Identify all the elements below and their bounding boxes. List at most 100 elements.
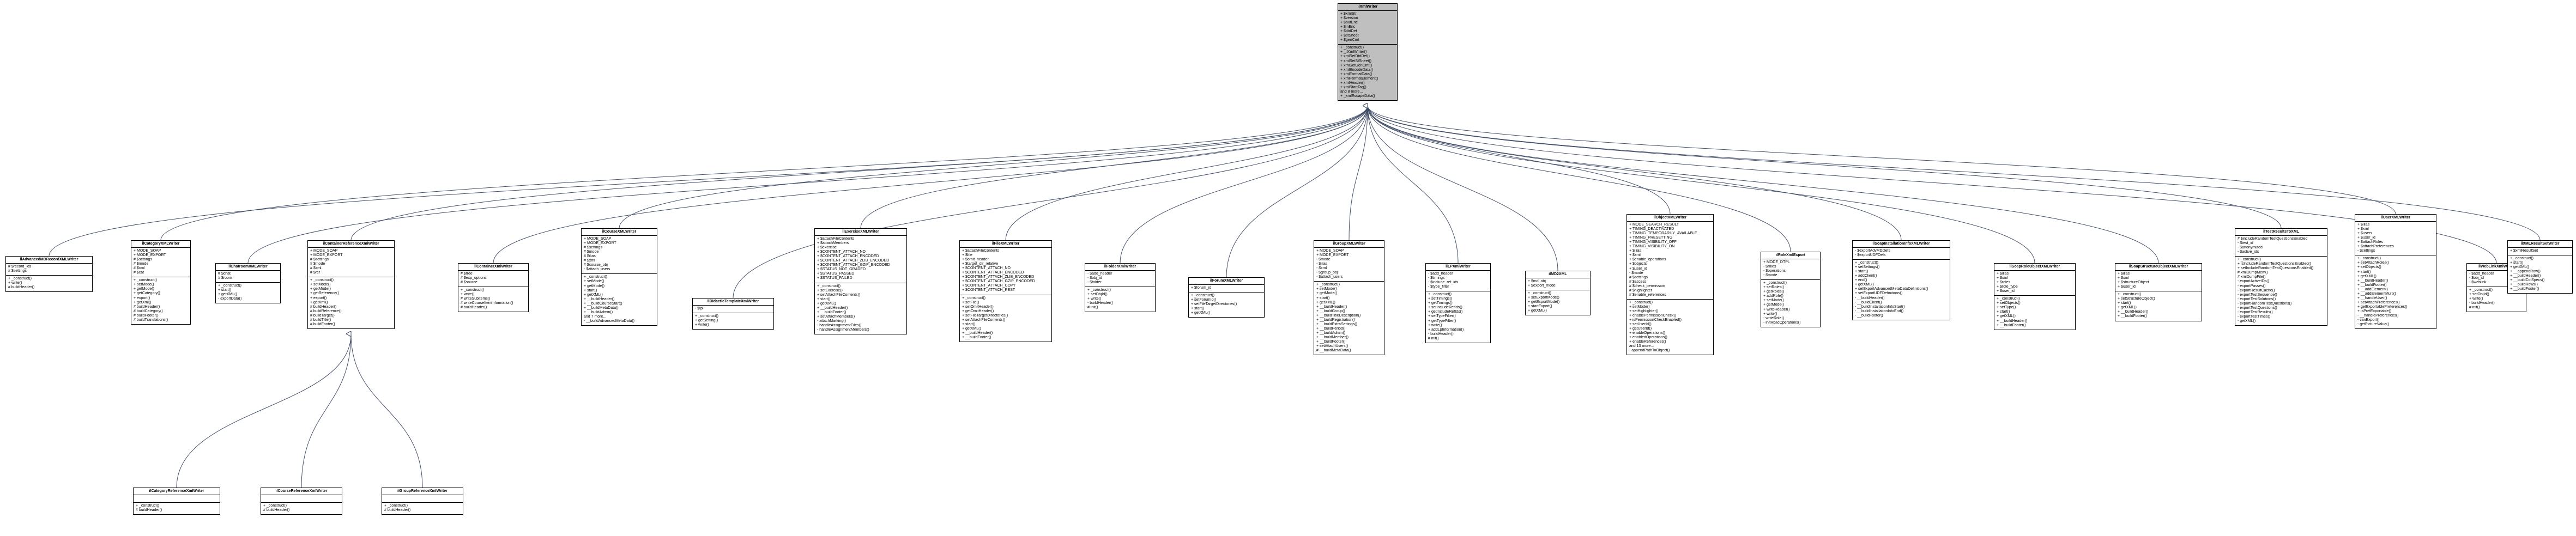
operation-row[interactable]: + setExportAdvancedMetaDataDefinitions() xyxy=(1855,287,1948,291)
class-title[interactable]: ilContainerXmlWriter xyxy=(458,264,528,271)
operation-row[interactable]: + _construct() xyxy=(584,275,655,279)
operation-row[interactable]: + __buildMetaData() xyxy=(584,306,655,310)
operation-row[interactable]: + setMode() xyxy=(1763,299,1818,303)
operation-row[interactable]: + xmlFormatData() xyxy=(1340,72,1395,77)
operation-row[interactable]: + setAttachUsers() xyxy=(1316,344,1382,349)
operation-row[interactable]: + start() xyxy=(2357,270,2434,275)
operation-row[interactable]: + getXML() xyxy=(1997,314,2073,319)
operation-row[interactable]: - exportTestTimes() xyxy=(2238,315,2325,319)
operation-row[interactable]: - handleAssignmentFiles() xyxy=(817,324,904,328)
operation-row[interactable]: + _construct() xyxy=(263,504,340,508)
operation-row[interactable]: + __buildMember() xyxy=(1316,336,1382,340)
class-title[interactable]: ilSoapInstallationInfoXMLWriter xyxy=(1853,241,1950,248)
operation-row[interactable]: + write() xyxy=(1087,297,1153,301)
operation-row[interactable]: + setForumId() xyxy=(1191,298,1262,302)
operation-row[interactable]: # init() xyxy=(2469,306,2524,310)
operation-row[interactable]: + addRole() xyxy=(1763,294,1818,299)
operation-row[interactable]: + _construct() xyxy=(1340,46,1395,50)
operation-row[interactable]: - __buildHeader() xyxy=(1855,296,1948,301)
operation-row[interactable]: + getXML() xyxy=(1855,283,1948,287)
operation-row[interactable]: + write() xyxy=(461,293,526,297)
operation-row[interactable]: and 8 more... xyxy=(1340,90,1395,94)
operation-row[interactable]: + isPrefExportable() xyxy=(2357,309,2434,314)
operation-row[interactable]: + getExportablePreferences() xyxy=(2357,305,2434,309)
operation-row[interactable]: + getMode() xyxy=(310,287,392,291)
class-title[interactable]: ilDidacticTemplateXmlWriter xyxy=(693,299,773,306)
operation-row[interactable]: + _construct() xyxy=(1997,297,2073,301)
operation-row[interactable]: + setObjects() xyxy=(1997,301,2073,306)
operation-row[interactable]: and 7 more... xyxy=(584,315,655,319)
operation-row[interactable]: + __buildHeader() xyxy=(2357,279,2434,283)
operation-row[interactable]: + __buildAdmin() xyxy=(584,310,655,315)
operation-row[interactable]: + setTimings() xyxy=(1428,297,1488,301)
class-title[interactable]: ilGroupXMLWriter xyxy=(1314,241,1384,248)
operation-row[interactable]: + getExportMode() xyxy=(1528,300,1588,304)
operation-row[interactable]: + getOmitHeader() xyxy=(962,309,1049,314)
operation-row[interactable]: + enableOperations() xyxy=(1629,331,1711,336)
operation-row[interactable]: # buildTarget() xyxy=(310,314,392,318)
operation-row[interactable]: # buildFooter() xyxy=(310,322,392,327)
operation-row[interactable]: + startExport() xyxy=(1528,304,1588,309)
class-title[interactable]: ilContainerReferenceXmlWriter xyxy=(308,241,394,248)
operation-row[interactable]: + start() xyxy=(218,288,278,293)
operation-row[interactable]: + setIncludeRandomTestQuestionsEnabled() xyxy=(2238,266,2325,271)
operation-row[interactable]: # buildHeader() xyxy=(134,305,188,309)
operation-row[interactable]: + __addElement() xyxy=(2357,288,2434,292)
operation-row[interactable]: # buildHeader() xyxy=(384,508,461,513)
operation-row[interactable]: + __handleUser() xyxy=(2357,296,2434,301)
operation-row[interactable]: + export() xyxy=(310,296,392,301)
operation-row[interactable]: + enabledOperations() xyxy=(1629,336,1711,340)
operation-row[interactable]: + __appendRow() xyxy=(2510,270,2570,274)
operation-row[interactable]: + _construct() xyxy=(2238,258,2325,262)
operation-row[interactable]: + __buildHeader() xyxy=(817,306,904,310)
operation-row[interactable]: + _construct() xyxy=(2357,257,2434,261)
operation-row[interactable]: # writeSubitems() xyxy=(461,297,526,301)
class-title[interactable]: ilUserXMLWriter xyxy=(2355,215,2436,222)
operation-row[interactable]: # buildHeader() xyxy=(8,285,90,290)
operation-row[interactable]: + setMode() xyxy=(584,279,655,284)
operation-row[interactable]: - canExport() xyxy=(2357,318,2434,322)
operation-row[interactable]: + setObjId() xyxy=(1087,293,1153,297)
operation-row[interactable]: - handleAssignmentMembers() xyxy=(817,328,904,332)
operation-row[interactable]: - exportTestSequence() xyxy=(2238,293,2325,297)
operation-row[interactable]: - buildHeader() xyxy=(1428,332,1488,337)
class-title[interactable]: ilRoleXmlExport xyxy=(1761,252,1820,259)
operation-row[interactable]: + xmlSetGenCmt() xyxy=(1340,64,1395,68)
operation-row[interactable]: + setMode() xyxy=(310,283,392,287)
operation-row[interactable]: - exportTestSolutions() xyxy=(2238,297,2325,302)
operation-row[interactable]: # buildHeader() xyxy=(263,508,340,513)
operation-row[interactable]: + _construct() xyxy=(8,277,90,281)
operation-row[interactable]: + __buildFooter() xyxy=(1997,324,2073,328)
class-title[interactable]: ilSoapRoleObjectXMLWriter xyxy=(1994,264,2075,271)
operation-row[interactable]: + setTypeFilter() xyxy=(1428,314,1488,319)
operation-row[interactable]: + enablePermissionCheck() xyxy=(1629,314,1711,318)
operation-row[interactable]: + __buildFooter() xyxy=(1316,340,1382,344)
operation-row[interactable]: + __buildHeader() xyxy=(2118,310,2199,314)
operation-row[interactable]: + setAttachFileContents() xyxy=(962,318,1049,322)
operation-row[interactable]: + write() xyxy=(1763,312,1818,316)
operation-row[interactable]: + __buildHeader() xyxy=(2510,274,2570,278)
class-title[interactable]: ilAdvancedMDRecordXMLWriter xyxy=(6,257,92,264)
operation-row[interactable]: + _construct() xyxy=(1316,283,1382,287)
operation-row[interactable]: + __buildFooter() xyxy=(817,310,904,315)
class-title[interactable]: ilXMLResultSetWriter xyxy=(2508,241,2572,248)
operation-row[interactable]: + _xmlEscapeData() xyxy=(1340,94,1395,99)
operation-row[interactable]: # buildHeader() xyxy=(461,306,526,310)
operation-row[interactable]: + xmlHeader() xyxy=(1340,81,1395,86)
operation-row[interactable]: + xmlStartTag() xyxy=(1340,86,1395,90)
operation-row[interactable]: + getTimings() xyxy=(1428,301,1488,306)
operation-row[interactable]: + export() xyxy=(134,296,188,301)
operation-row[interactable]: # buildHeader() xyxy=(310,305,392,309)
operation-row[interactable]: + setFile() xyxy=(962,301,1049,305)
operation-row[interactable]: + getMode() xyxy=(1763,303,1818,307)
operation-row[interactable]: + getXML() xyxy=(2118,306,2199,310)
operation-row[interactable]: # __buildMetaData() xyxy=(1316,349,1382,353)
operation-row[interactable]: - attachMarking() xyxy=(817,319,904,324)
operation-row[interactable]: + start() xyxy=(1855,270,1948,274)
operation-row[interactable]: + _construct() xyxy=(1855,261,1948,265)
operation-row[interactable]: + getXML() xyxy=(2357,275,2434,279)
operation-row[interactable]: + __buildFooter() xyxy=(2118,314,2199,319)
operation-row[interactable]: + __buildPeriod() xyxy=(1316,327,1382,331)
operation-row[interactable]: + _construct() xyxy=(1629,301,1711,305)
operation-row[interactable]: + _construct() xyxy=(136,504,217,508)
